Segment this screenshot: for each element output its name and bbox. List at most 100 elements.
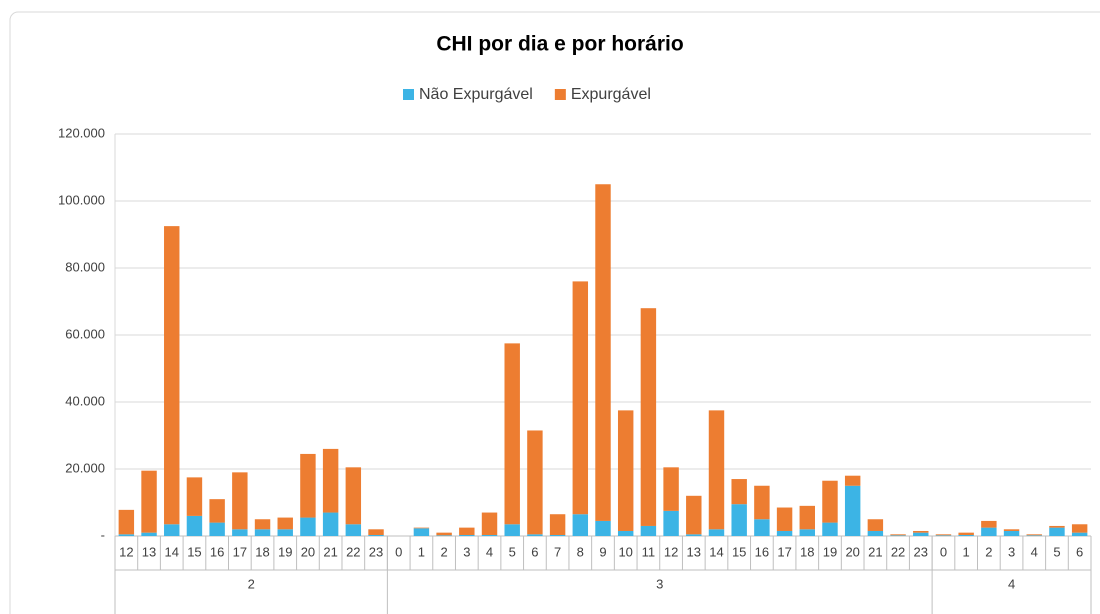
legend-swatch <box>403 89 414 100</box>
x-tick-label: 17 <box>777 544 791 559</box>
x-tick-label: 21 <box>323 544 337 559</box>
legend-swatch <box>554 89 566 100</box>
x-tick-label: 12 <box>664 544 678 559</box>
bar-segment <box>164 226 180 525</box>
x-tick-label: 3 <box>463 544 470 559</box>
x-tick-label: 2 <box>440 544 447 559</box>
bar-segment <box>595 520 611 536</box>
bar-segment <box>368 529 384 535</box>
x-tick-label: 4 <box>1031 544 1038 559</box>
bar-segment <box>1026 535 1042 536</box>
bar-segment <box>481 512 498 535</box>
bar-segment <box>164 524 180 536</box>
bar-segment <box>981 520 997 528</box>
x-tick-label: 13 <box>687 544 701 559</box>
y-tick-label: 40.000 <box>65 393 105 408</box>
x-tick-label: 12 <box>119 544 133 559</box>
bar-segment <box>822 522 838 536</box>
bar-segment <box>822 480 838 523</box>
bar-segment <box>572 514 589 536</box>
y-tick-label: 100.000 <box>58 192 105 207</box>
bar-segment <box>731 504 747 536</box>
bar-segment <box>1049 527 1065 536</box>
x-tick-label: 7 <box>554 544 561 559</box>
bar-segment <box>322 512 339 536</box>
bar-segment <box>935 534 952 536</box>
x-tick-label: 17 <box>233 544 247 559</box>
bar-segment <box>1026 534 1042 536</box>
group-label: 4 <box>1008 576 1015 591</box>
bar-segment <box>186 515 203 536</box>
bar-segment <box>300 517 316 536</box>
bar-segment <box>572 281 589 515</box>
x-tick-label: 22 <box>346 544 360 559</box>
bar-segment <box>209 499 225 523</box>
bar-segment <box>595 184 611 521</box>
x-tick-label: 1 <box>963 544 970 559</box>
bar-segment <box>186 477 203 516</box>
x-tick-label: 18 <box>255 544 269 559</box>
x-tick-label: 14 <box>709 544 723 559</box>
x-tick-label: 15 <box>732 544 746 559</box>
bar-segment <box>322 448 339 513</box>
x-tick-label: 4 <box>486 544 493 559</box>
x-tick-label: 20 <box>845 544 859 559</box>
bar-segment <box>527 534 543 536</box>
x-tick-label: 16 <box>755 544 769 559</box>
x-tick-label: 8 <box>577 544 584 559</box>
bar-segment <box>913 530 929 533</box>
x-tick-label: 18 <box>800 544 814 559</box>
x-tick-label: 0 <box>395 544 402 559</box>
bar-segment <box>958 534 974 536</box>
bar-segment <box>277 517 293 530</box>
x-tick-label: 14 <box>165 544 179 559</box>
bar-segment <box>254 529 271 536</box>
bar-segment <box>549 514 566 535</box>
x-tick-label: 5 <box>1053 544 1060 559</box>
bar-segment <box>436 535 452 536</box>
bar-segment <box>413 527 430 529</box>
x-tick-label: 13 <box>142 544 156 559</box>
bar-segment <box>640 525 657 536</box>
y-tick-label: 120.000 <box>58 125 105 140</box>
x-tick-label: 3 <box>1008 544 1015 559</box>
bar-segment <box>844 485 861 536</box>
bar-segment <box>663 467 679 511</box>
bar-segment <box>504 524 520 536</box>
bar-segment <box>890 535 906 536</box>
bar-segment <box>844 475 861 486</box>
bar-segment <box>527 430 543 535</box>
bar-segment <box>118 534 135 536</box>
bar-segment <box>459 534 475 536</box>
x-tick-label: 15 <box>187 544 201 559</box>
bar-segment <box>981 527 997 536</box>
x-tick-label: 2 <box>985 544 992 559</box>
bar-segment <box>640 308 657 526</box>
bar-segment <box>345 467 362 525</box>
legend-label: Não Expurgável <box>419 86 533 103</box>
y-tick-label: - <box>101 527 105 542</box>
chart-card <box>9 11 1100 614</box>
bar-segment <box>1071 524 1088 533</box>
bar-segment <box>141 470 157 533</box>
bar-segment <box>254 519 271 530</box>
bar-segment <box>686 495 702 535</box>
bar-segment <box>368 534 384 536</box>
bar-segment <box>663 510 679 536</box>
bar-segment <box>776 530 793 536</box>
bar-segment <box>232 472 248 530</box>
bar-segment <box>890 534 906 536</box>
x-tick-label: 1 <box>418 544 425 559</box>
bar-segment <box>935 535 952 536</box>
bar-segment <box>913 532 929 536</box>
x-tick-label: 16 <box>210 544 224 559</box>
bar-segment <box>776 507 793 531</box>
bar-segment <box>799 529 815 536</box>
x-tick-label: 0 <box>940 544 947 559</box>
bar-segment <box>1003 530 1020 536</box>
bar-segment <box>459 527 475 535</box>
bar-segment <box>300 453 316 518</box>
bar-segment <box>617 410 634 531</box>
bar-segment <box>141 532 157 536</box>
